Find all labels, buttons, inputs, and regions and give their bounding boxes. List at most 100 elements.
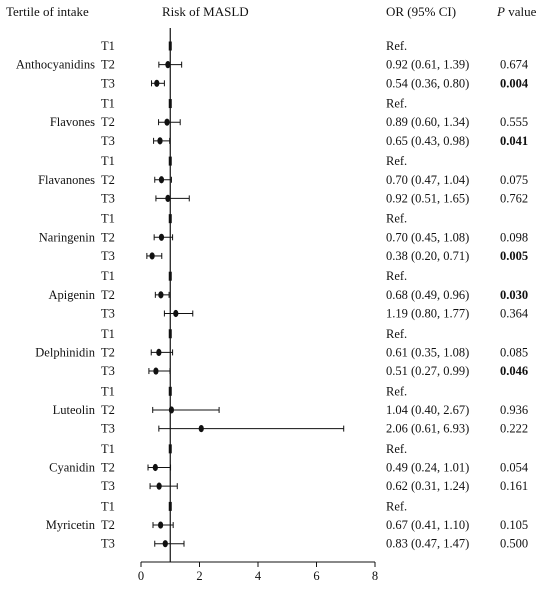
or-point <box>157 137 163 145</box>
group-label: Naringenin <box>39 230 96 244</box>
or-ci-label: 0.54 (0.36, 0.80) <box>386 76 469 90</box>
tertile-label: T2 <box>101 230 115 244</box>
or-ci-label: Ref. <box>386 327 407 341</box>
or-point <box>162 540 168 548</box>
or-ci-label: 0.62 (0.31, 1.24) <box>386 479 469 493</box>
tertile-label: T1 <box>101 499 115 513</box>
or-ci-label: 0.65 (0.43, 0.98) <box>386 134 469 148</box>
or-point <box>165 194 171 202</box>
plot-marks: T1 Ref. Anthocyanidins T2 0.92 (0.61, 1.39) 0… <box>16 28 529 583</box>
tertile-label: T1 <box>101 39 115 53</box>
p-value-label: 0.105 <box>500 518 528 532</box>
x-tick-label: 4 <box>255 569 262 583</box>
p-value-label: 0.075 <box>500 173 528 187</box>
or-point <box>168 406 175 414</box>
tertile-label: T1 <box>101 442 115 456</box>
or-point <box>198 425 204 433</box>
tertile-label: T3 <box>101 191 115 205</box>
tertile-label: T2 <box>101 58 115 72</box>
header-p-rest: value <box>505 4 537 19</box>
or-ci-label: 0.38 (0.20, 0.71) <box>386 249 469 263</box>
or-ci-label: 0.61 (0.35, 1.08) <box>386 345 469 359</box>
tertile-label: T2 <box>101 288 115 302</box>
or-ci-label: 0.92 (0.51, 1.65) <box>386 191 469 205</box>
or-ci-label: Ref. <box>386 39 407 53</box>
or-point <box>157 521 164 529</box>
tertile-label: T3 <box>101 537 115 551</box>
or-point <box>156 348 162 356</box>
group-label: Myricetin <box>46 518 96 532</box>
tertile-label: T1 <box>101 384 115 398</box>
tertile-label: T1 <box>101 212 115 226</box>
p-value-label: 0.054 <box>500 461 529 475</box>
p-value-label: 0.500 <box>500 537 528 551</box>
group-label: Anthocyanidins <box>16 58 95 72</box>
group-label: Cyanidin <box>49 461 96 475</box>
or-ci-label: Ref. <box>386 269 407 283</box>
or-point <box>153 367 159 375</box>
tertile-label: T1 <box>101 97 115 111</box>
p-value-label: 0.098 <box>500 230 528 244</box>
p-value-label: 0.004 <box>500 76 529 90</box>
tertile-label: T3 <box>101 422 115 436</box>
header-risk: Risk of MASLD <box>162 4 249 19</box>
p-value-label: 0.762 <box>500 191 528 205</box>
or-ci-label: 2.06 (0.61, 6.93) <box>386 422 469 436</box>
or-point <box>154 79 160 87</box>
or-ci-label: Ref. <box>386 442 407 456</box>
tertile-label: T2 <box>101 345 115 359</box>
x-tick-label: 8 <box>372 569 378 583</box>
header-p-italic: P <box>496 4 505 19</box>
or-point <box>173 309 179 318</box>
tertile-label: T3 <box>101 479 115 493</box>
tertile-label: T3 <box>101 364 115 378</box>
tertile-label: T2 <box>101 461 115 475</box>
p-value-label: 0.364 <box>500 307 529 321</box>
or-point <box>165 61 171 69</box>
tertile-label: T2 <box>101 403 115 417</box>
header-p-value: P value <box>496 4 537 19</box>
or-ci-label: 1.19 (0.80, 1.77) <box>386 307 469 321</box>
tertile-label: T3 <box>101 76 115 90</box>
or-ci-label: Ref. <box>386 212 407 226</box>
group-label: Flavanones <box>38 173 95 187</box>
or-point <box>158 176 165 184</box>
or-ci-label: Ref. <box>386 384 407 398</box>
tertile-label: T3 <box>101 307 115 321</box>
or-ci-label: 0.68 (0.49, 0.96) <box>386 288 469 302</box>
group-label: Apigenin <box>48 288 95 302</box>
or-ci-label: Ref. <box>386 97 407 111</box>
or-point <box>149 252 155 260</box>
or-ci-label: 0.83 (0.47, 1.47) <box>386 537 469 551</box>
tertile-label: T1 <box>101 269 115 283</box>
or-point <box>164 118 170 126</box>
tertile-label: T3 <box>101 249 115 263</box>
tertile-label: T1 <box>101 327 115 341</box>
or-ci-label: 0.92 (0.61, 1.39) <box>386 58 469 72</box>
tertile-label: T1 <box>101 154 115 168</box>
or-point <box>156 482 162 490</box>
or-ci-label: 0.89 (0.60, 1.34) <box>386 115 469 129</box>
tertile-label: T2 <box>101 518 115 532</box>
p-value-label: 0.085 <box>500 345 528 359</box>
group-label: Delphinidin <box>35 345 95 359</box>
tertile-label: T2 <box>101 173 115 187</box>
or-ci-label: 0.51 (0.27, 0.99) <box>386 364 469 378</box>
p-value-label: 0.936 <box>500 403 528 417</box>
x-tick-label: 6 <box>313 569 319 583</box>
x-tick-label: 0 <box>138 569 144 583</box>
group-label: Luteolin <box>53 403 96 417</box>
or-point <box>158 233 165 241</box>
or-ci-label: 1.04 (0.40, 2.67) <box>386 403 469 417</box>
or-ci-label: 0.70 (0.47, 1.04) <box>386 173 469 187</box>
header-or: OR (95% CI) <box>386 4 456 19</box>
x-tick-label: 2 <box>196 569 202 583</box>
p-value-label: 0.046 <box>500 364 528 378</box>
or-ci-label: 0.49 (0.24, 1.01) <box>386 461 469 475</box>
or-ci-label: Ref. <box>386 499 407 513</box>
p-value-label: 0.161 <box>500 479 528 493</box>
p-value-label: 0.222 <box>500 422 528 436</box>
or-point <box>152 463 158 472</box>
